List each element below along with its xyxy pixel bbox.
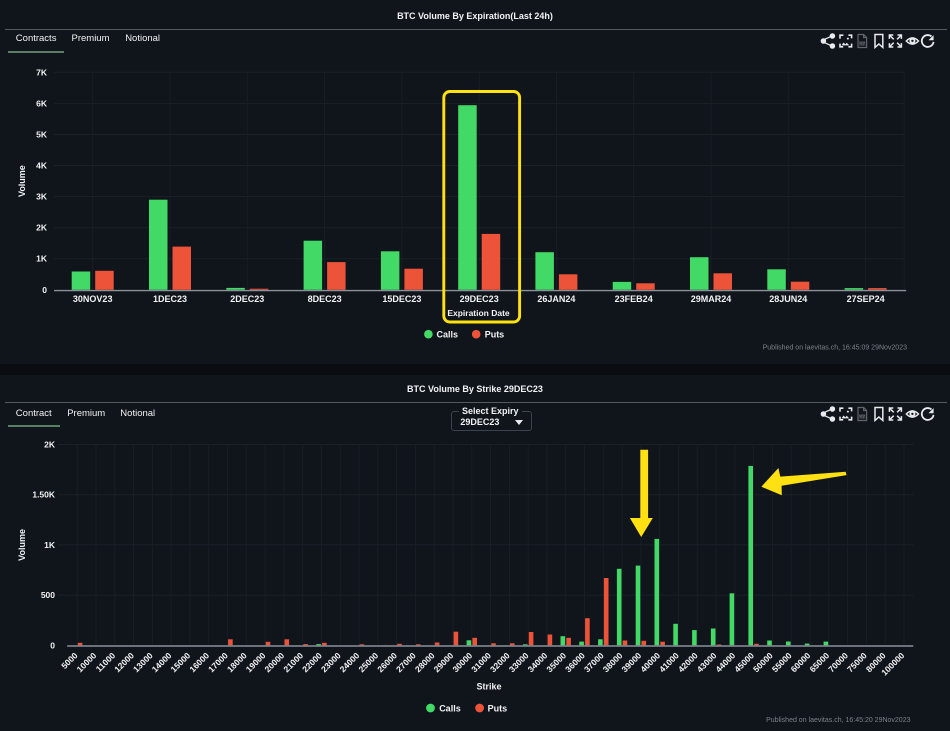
svg-text:0: 0	[42, 285, 47, 295]
svg-text:40000: 40000	[638, 650, 662, 674]
svg-text:10000: 10000	[75, 650, 99, 674]
svg-text:Expiration Date: Expiration Date	[447, 308, 510, 318]
svg-text:38000: 38000	[601, 650, 625, 674]
svg-text:2DEC23: 2DEC23	[230, 294, 264, 304]
svg-text:28000: 28000	[413, 650, 437, 674]
svg-text:Strike: Strike	[476, 682, 501, 692]
svg-text:30000: 30000	[450, 650, 474, 674]
svg-text:42000: 42000	[676, 650, 700, 674]
svg-text:CSV: CSV	[859, 42, 866, 46]
svg-text:24000: 24000	[338, 650, 362, 674]
svg-text:1DEC23: 1DEC23	[153, 294, 187, 304]
svg-text:Puts: Puts	[485, 330, 505, 340]
svg-text:36000: 36000	[563, 650, 587, 674]
svg-text:37000: 37000	[582, 650, 606, 674]
svg-text:35000: 35000	[544, 650, 568, 674]
svg-text:70000: 70000	[826, 650, 850, 674]
svg-text:55000: 55000	[770, 650, 794, 674]
svg-text:65000: 65000	[807, 650, 831, 674]
svg-text:13000: 13000	[131, 650, 155, 674]
svg-text:33000: 33000	[507, 650, 531, 674]
svg-text:23FEB24: 23FEB24	[615, 294, 653, 304]
svg-text:23000: 23000	[319, 650, 343, 674]
svg-text:500: 500	[41, 590, 55, 600]
svg-text:1K: 1K	[44, 540, 56, 550]
svg-text:34000: 34000	[526, 650, 550, 674]
svg-text:17000: 17000	[206, 650, 230, 674]
svg-text:32000: 32000	[488, 650, 512, 674]
svg-text:Calls: Calls	[439, 704, 461, 714]
svg-text:50000: 50000	[751, 650, 775, 674]
svg-text:CSV: CSV	[859, 415, 866, 419]
svg-text:1.50K: 1.50K	[32, 490, 56, 500]
svg-text:20000: 20000	[263, 650, 287, 674]
svg-text:Puts: Puts	[488, 704, 508, 714]
svg-text:16000: 16000	[187, 650, 211, 674]
svg-text:26000: 26000	[375, 650, 399, 674]
svg-text:29MAR24: 29MAR24	[691, 294, 732, 304]
svg-text:45000: 45000	[732, 650, 756, 674]
svg-text:27000: 27000	[394, 650, 418, 674]
svg-text:43000: 43000	[695, 650, 719, 674]
svg-text:19000: 19000	[244, 650, 268, 674]
svg-text:27SEP24: 27SEP24	[847, 294, 885, 304]
svg-text:28JUN24: 28JUN24	[769, 294, 807, 304]
svg-text:60000: 60000	[789, 650, 813, 674]
svg-text:39000: 39000	[620, 650, 644, 674]
svg-text:14000: 14000	[150, 650, 174, 674]
svg-text:4K: 4K	[36, 161, 48, 171]
svg-text:2K: 2K	[44, 440, 56, 450]
svg-text:11000: 11000	[94, 650, 118, 674]
svg-text:26JAN24: 26JAN24	[537, 294, 575, 304]
svg-text:21000: 21000	[281, 650, 305, 674]
svg-text:25000: 25000	[356, 650, 380, 674]
svg-text:1K: 1K	[36, 254, 48, 264]
svg-text:15000: 15000	[169, 650, 193, 674]
svg-text:29000: 29000	[432, 650, 456, 674]
svg-text:0: 0	[50, 640, 55, 650]
svg-text:6K: 6K	[36, 98, 48, 108]
svg-text:3K: 3K	[36, 192, 48, 202]
svg-text:Published on laevitas.ch, 16:4: Published on laevitas.ch, 16:45:09 29Nov…	[763, 345, 907, 352]
svg-text:2K: 2K	[36, 223, 48, 233]
svg-text:22000: 22000	[300, 650, 324, 674]
svg-text:Volume: Volume	[17, 165, 27, 197]
svg-text:8DEC23: 8DEC23	[308, 294, 342, 304]
svg-text:29DEC23: 29DEC23	[460, 294, 499, 304]
svg-text:41000: 41000	[657, 650, 681, 674]
svg-text:44000: 44000	[714, 650, 738, 674]
svg-text:30NOV23: 30NOV23	[73, 294, 113, 304]
svg-text:12000: 12000	[112, 650, 136, 674]
svg-text:5K: 5K	[36, 130, 48, 140]
svg-text:Published on laevitas.ch, 16:4: Published on laevitas.ch, 16:45:20 29Nov…	[766, 717, 910, 724]
svg-text:15DEC23: 15DEC23	[382, 294, 421, 304]
svg-text:Calls: Calls	[437, 330, 459, 340]
svg-text:Volume: Volume	[17, 529, 27, 561]
svg-text:75000: 75000	[845, 650, 869, 674]
svg-text:18000: 18000	[225, 650, 249, 674]
svg-text:31000: 31000	[469, 650, 493, 674]
svg-text:7K: 7K	[36, 67, 48, 77]
